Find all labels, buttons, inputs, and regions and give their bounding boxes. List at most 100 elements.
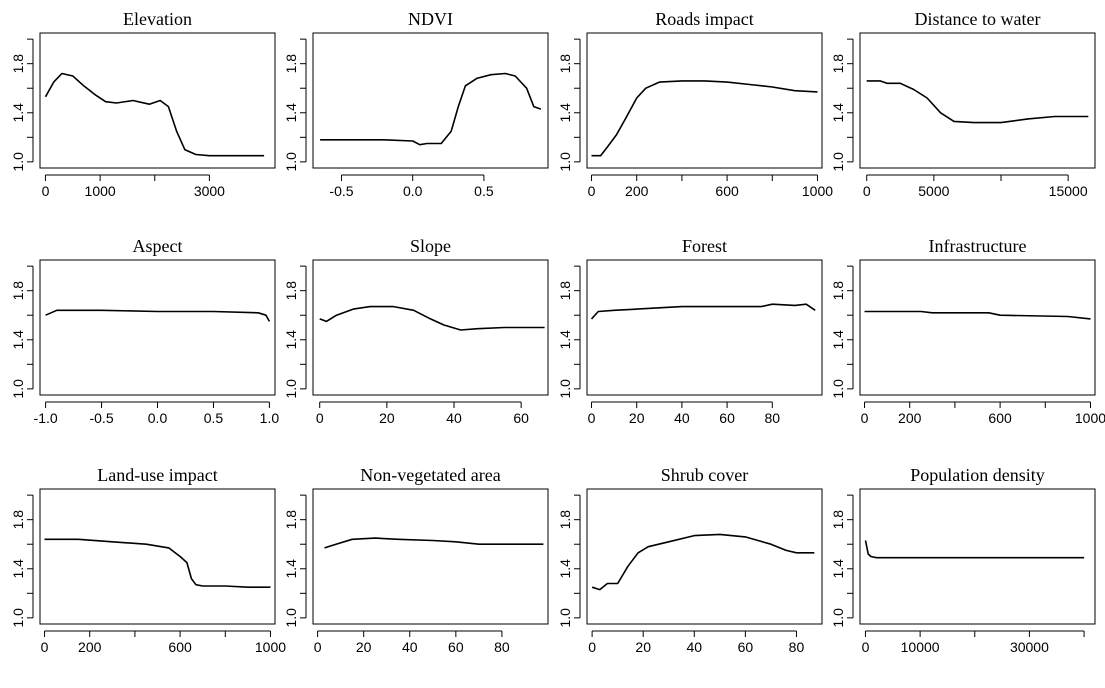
panel-infrastructure: Infrastructure 0 200 600 1000 1.0 1.4 1.8 <box>830 236 1105 426</box>
panel-distance-to-water: Distance to water 0 5000 15000 1.0 1.4 1.8 <box>830 9 1096 199</box>
y-tick-label: 1.4 <box>283 559 299 579</box>
y-tick-label: 1.0 <box>283 152 299 172</box>
y-tick-label: 1.0 <box>557 379 573 399</box>
panel-title: NDVI <box>408 9 453 29</box>
panel-title: Population density <box>910 465 1045 485</box>
panel-roads-impact: Roads impact 0 200 600 1000 1.0 1.4 1.8 <box>557 9 833 199</box>
x-tick-label: 3000 <box>194 183 225 199</box>
y-tick-label: 1.4 <box>830 103 846 123</box>
x-tick-label: 1000 <box>255 639 286 655</box>
y-tick-label: 1.0 <box>283 608 299 628</box>
panel-non-vegetated-area: Non-vegetated area 0 20 40 60 80 1.0 1.4 1.8 <box>283 465 549 655</box>
plot-frame <box>39 488 276 625</box>
x-tick-label: 1000 <box>802 183 833 199</box>
x-tick-label: 40 <box>402 639 418 655</box>
x-tick-label: 20 <box>629 410 645 426</box>
y-tick-label: 1.4 <box>283 103 299 123</box>
y-tick-label: 1.4 <box>830 330 846 350</box>
x-tick-label: 0 <box>314 639 322 655</box>
series-line <box>864 310 1091 320</box>
x-tick-label: 20 <box>356 639 372 655</box>
y-tick-label: 1.4 <box>557 330 573 350</box>
y-tick-label: 1.0 <box>830 379 846 399</box>
y-tick-label: 1.0 <box>830 608 846 628</box>
y-tick-label: 1.4 <box>10 559 26 579</box>
plot-frame <box>312 32 549 169</box>
x-tick-label: -0.5 <box>89 410 113 426</box>
x-tick-label: 0.5 <box>204 410 224 426</box>
x-tick-label: 200 <box>78 639 102 655</box>
y-tick-label: 1.4 <box>830 559 846 579</box>
y-tick-label: 1.8 <box>10 281 26 301</box>
x-tick-label: 1000 <box>85 183 116 199</box>
x-tick-label: 0 <box>41 639 49 655</box>
panel-title: Infrastructure <box>929 236 1027 256</box>
plot-frame <box>859 32 1096 169</box>
y-tick-label: 1.8 <box>830 281 846 301</box>
x-tick-label: 60 <box>513 410 529 426</box>
x-tick-label: 200 <box>898 410 922 426</box>
panel-title: Shrub cover <box>661 465 748 485</box>
panel-shrub-cover: Shrub cover 0 20 40 60 80 1.0 1.4 1.8 <box>557 465 823 655</box>
panel-title: Roads impact <box>655 9 753 29</box>
x-tick-label: 0.0 <box>148 410 168 426</box>
plot-frame <box>859 259 1096 396</box>
panel-title: Land-use impact <box>97 465 217 485</box>
plot-frame <box>586 32 823 169</box>
panel-elevation: Elevation 0 1000 3000 1.0 1.4 1.8 <box>10 9 276 199</box>
x-tick-label: 40 <box>686 639 702 655</box>
series-line <box>590 303 816 320</box>
x-tick-label: 0 <box>588 183 596 199</box>
plot-frame <box>859 488 1096 625</box>
panel-population-density: Population density 0 10000 30000 1.0 1.4 1.8 <box>830 465 1096 655</box>
x-tick-label: 0.5 <box>474 183 494 199</box>
y-tick-label: 1.4 <box>557 103 573 123</box>
y-tick-label: 1.0 <box>10 608 26 628</box>
x-tick-label: 5000 <box>918 183 949 199</box>
x-tick-label: 80 <box>494 639 510 655</box>
x-tick-label: 0 <box>588 410 596 426</box>
panel-forest: Forest 0 20 40 60 80 1.0 1.4 1.8 <box>557 236 823 426</box>
y-tick-label: 1.8 <box>557 510 573 530</box>
x-tick-label: 600 <box>988 410 1012 426</box>
panel-title: Elevation <box>123 9 192 29</box>
series-line <box>864 540 1085 559</box>
series-line <box>591 80 818 157</box>
x-tick-label: 0 <box>588 639 596 655</box>
x-tick-label: 1000 <box>1075 410 1105 426</box>
y-tick-label: 1.0 <box>830 152 846 172</box>
plot-frame <box>312 488 549 625</box>
y-tick-label: 1.8 <box>830 54 846 74</box>
y-tick-label: 1.8 <box>830 510 846 530</box>
plot-frame <box>312 259 549 396</box>
series-line <box>320 72 542 146</box>
x-tick-label: 60 <box>719 410 735 426</box>
x-tick-label: -1.0 <box>34 410 58 426</box>
y-tick-label: 1.8 <box>10 54 26 74</box>
y-tick-label: 1.8 <box>557 54 573 74</box>
series-line <box>866 80 1089 124</box>
series-line <box>44 538 271 589</box>
x-tick-label: 0 <box>863 183 871 199</box>
panel-title: Forest <box>682 236 727 256</box>
x-tick-label: 15000 <box>1049 183 1088 199</box>
x-tick-label: 20 <box>379 410 395 426</box>
panel-title: Slope <box>410 236 451 256</box>
series-line <box>591 533 815 591</box>
x-tick-label: 40 <box>446 410 462 426</box>
y-tick-label: 1.0 <box>10 379 26 399</box>
panel-title: Distance to water <box>915 9 1041 29</box>
y-tick-label: 1.0 <box>10 152 26 172</box>
x-tick-label: 0 <box>42 183 50 199</box>
x-tick-label: -0.5 <box>329 183 353 199</box>
y-tick-label: 1.8 <box>10 510 26 530</box>
x-tick-label: 60 <box>448 639 464 655</box>
y-tick-label: 1.4 <box>557 559 573 579</box>
x-tick-label: 600 <box>168 639 192 655</box>
x-tick-label: 1.0 <box>260 410 280 426</box>
x-tick-label: 600 <box>715 183 739 199</box>
x-tick-label: 0 <box>316 410 324 426</box>
panel-land-use-impact: Land-use impact 0 200 600 1000 1.0 1.4 1.8 <box>10 465 286 655</box>
panel-title: Aspect <box>133 236 183 256</box>
y-tick-label: 1.0 <box>557 608 573 628</box>
